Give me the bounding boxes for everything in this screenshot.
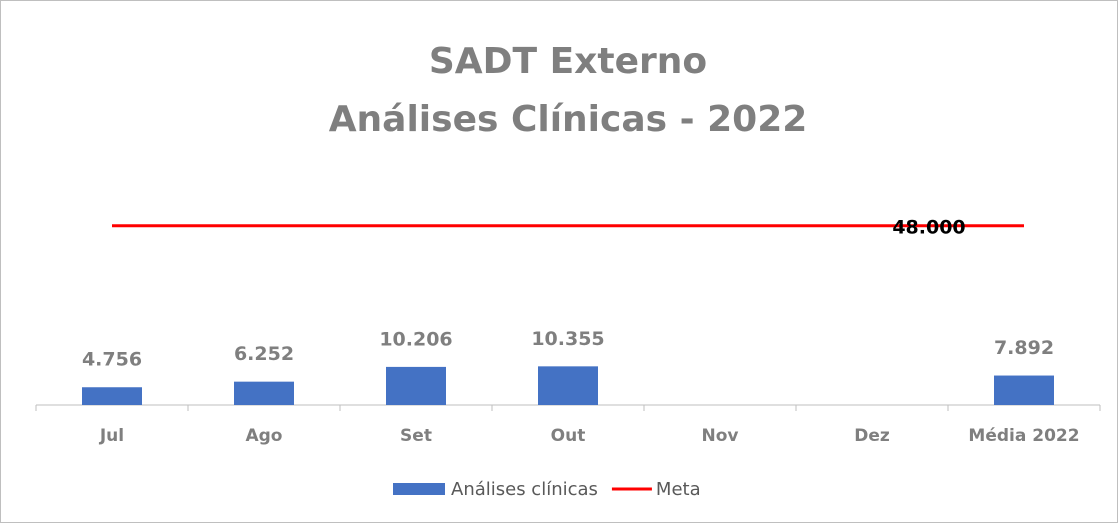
x-tick-label: Nov [702, 426, 739, 446]
legend-swatch [393, 483, 445, 495]
data-label: 6.252 [234, 343, 294, 365]
bar [994, 375, 1054, 405]
chart-title: SADT Externo [429, 41, 707, 82]
legend-label: Meta [656, 479, 701, 500]
x-tick-label: Jul [99, 426, 124, 446]
x-tick-label: Média 2022 [968, 426, 1079, 446]
data-label: 10.206 [379, 328, 452, 350]
x-tick-label: Dez [854, 426, 890, 446]
bar [234, 381, 294, 405]
x-tick-label: Ago [245, 426, 282, 446]
bar [386, 366, 446, 405]
data-label: 48.000 [892, 216, 965, 238]
data-label: 10.355 [531, 328, 604, 350]
data-label: 7.892 [994, 337, 1054, 359]
data-label: 4.756 [82, 349, 142, 371]
legend-label: Análises clínicas [451, 479, 598, 500]
bar [82, 387, 142, 405]
x-tick-label: Out [551, 426, 586, 446]
chart-title: Análises Clínicas - 2022 [329, 99, 808, 140]
x-tick-label: Set [400, 426, 432, 446]
bar [538, 366, 598, 405]
